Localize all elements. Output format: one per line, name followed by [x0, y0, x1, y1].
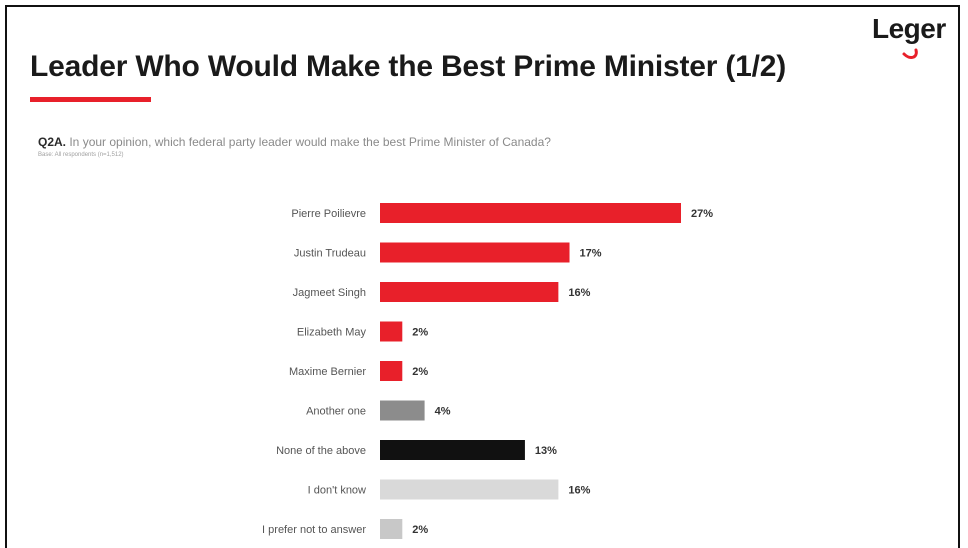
- bar: [380, 440, 525, 460]
- value-label: 4%: [435, 406, 451, 418]
- value-label: 16%: [568, 287, 590, 299]
- category-label: Justin Trudeau: [294, 248, 366, 260]
- category-label: Pierre Poilievre: [291, 208, 366, 220]
- logo-swoosh-icon: [902, 48, 918, 59]
- leger-logo: Leger: [872, 13, 946, 44]
- category-label: Jagmeet Singh: [293, 287, 366, 299]
- category-label: Maxime Bernier: [289, 366, 366, 378]
- bar: [380, 321, 403, 342]
- bar: [380, 400, 425, 421]
- bar: [380, 479, 559, 500]
- value-label: 17%: [580, 248, 602, 260]
- bar: [380, 361, 403, 381]
- category-label: Elizabeth May: [297, 327, 367, 339]
- value-label: 2%: [412, 327, 428, 339]
- value-label: 2%: [412, 366, 428, 378]
- bar: [380, 519, 403, 539]
- value-label: 13%: [535, 445, 557, 457]
- question-text: Q2A. In your opinion, which federal part…: [38, 135, 551, 149]
- category-label: None of the above: [276, 445, 366, 457]
- bar: [380, 242, 570, 263]
- category-label: Another one: [306, 406, 366, 418]
- bar: [380, 203, 681, 223]
- category-label: I don't know: [308, 485, 366, 497]
- title-underline: [30, 97, 151, 102]
- question-body: In your opinion, which federal party lea…: [66, 135, 551, 149]
- value-label: 2%: [412, 524, 428, 536]
- value-label: 16%: [568, 485, 590, 497]
- category-label: I prefer not to answer: [262, 524, 366, 536]
- question-id: Q2A.: [38, 135, 67, 149]
- base-note: Base: All respondents (n=1,512): [38, 152, 124, 158]
- page-title: Leader Who Would Make the Best Prime Min…: [30, 50, 787, 83]
- bar: [380, 282, 559, 302]
- value-label: 27%: [691, 208, 713, 220]
